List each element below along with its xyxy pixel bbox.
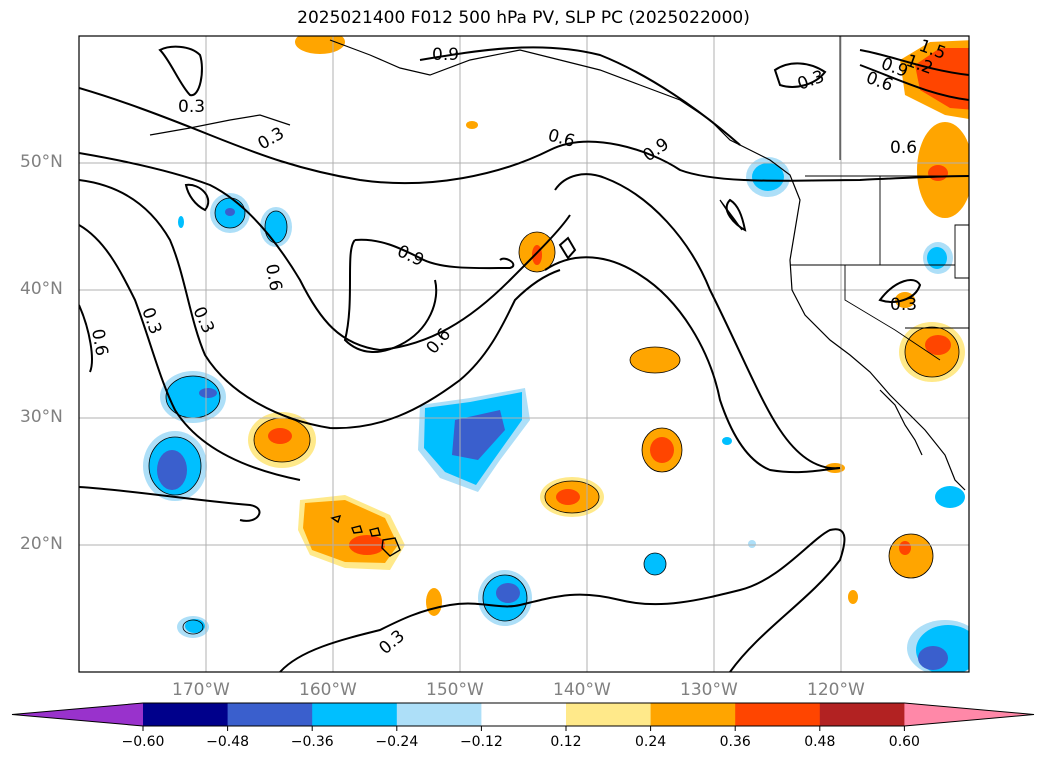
contour-label: 0.3 xyxy=(890,295,917,315)
colorbar-label: 0.60 xyxy=(888,734,920,750)
colorbar-segment xyxy=(650,703,736,726)
colorbar-label: 0.36 xyxy=(719,734,751,750)
state-borders xyxy=(790,36,969,361)
colorbar-extend-high xyxy=(904,703,1034,726)
colorbar-segments xyxy=(11,702,1035,727)
lon-tick-label: 170°W xyxy=(172,680,230,700)
contour-label: 0.6 xyxy=(87,327,111,357)
colorbar-label: −0.48 xyxy=(206,734,250,750)
slp-contours xyxy=(79,45,969,672)
lat-tick-label: 40°N xyxy=(20,279,63,299)
lon-tick-label: 120°W xyxy=(807,680,865,700)
contour-label: 0.6 xyxy=(890,138,917,158)
colorbar-segment xyxy=(227,703,313,726)
colorbar-label: −0.24 xyxy=(375,734,419,750)
pv-negative-fills xyxy=(143,157,969,672)
colorbar-segment xyxy=(566,703,652,726)
pv-positive-fills xyxy=(248,36,969,616)
colorbar-segment xyxy=(396,703,482,726)
lon-tick-label: 160°W xyxy=(299,680,357,700)
map-frame xyxy=(78,35,970,673)
colorbar-segment xyxy=(312,703,398,726)
contour-label: 0.3 xyxy=(178,97,205,117)
map-title: 2025021400 F012 500 hPa PV, SLP PC (2025… xyxy=(297,8,750,28)
colorbar-label: −0.12 xyxy=(459,734,503,750)
lat-tick-label: 20°N xyxy=(20,534,63,554)
colorbar-segment xyxy=(143,703,229,726)
colorbar-label: −0.60 xyxy=(121,734,165,750)
hawaii-islands xyxy=(330,515,401,557)
lon-tick-label: 130°W xyxy=(680,680,738,700)
colorbar-label: −0.36 xyxy=(290,734,334,750)
contour-label: 0.9 xyxy=(432,45,459,65)
lat-tick-label: 30°N xyxy=(20,407,63,427)
colorbar-ticks xyxy=(142,726,905,731)
colorbar-extend-low xyxy=(12,703,143,726)
colorbar-label: 0.24 xyxy=(635,734,667,750)
lat-tick-label: 50°N xyxy=(20,152,63,172)
colorbar-segment xyxy=(481,703,567,726)
colorbar-label: 0.48 xyxy=(804,734,836,750)
colorbar-label: 0.12 xyxy=(550,734,582,750)
colorbar-segment xyxy=(819,703,905,726)
contour-label: 0.6 xyxy=(261,262,285,292)
lon-tick-label: 140°W xyxy=(553,680,611,700)
lon-tick-label: 150°W xyxy=(426,680,484,700)
gridlines xyxy=(79,36,969,672)
colorbar-segment xyxy=(735,703,821,726)
